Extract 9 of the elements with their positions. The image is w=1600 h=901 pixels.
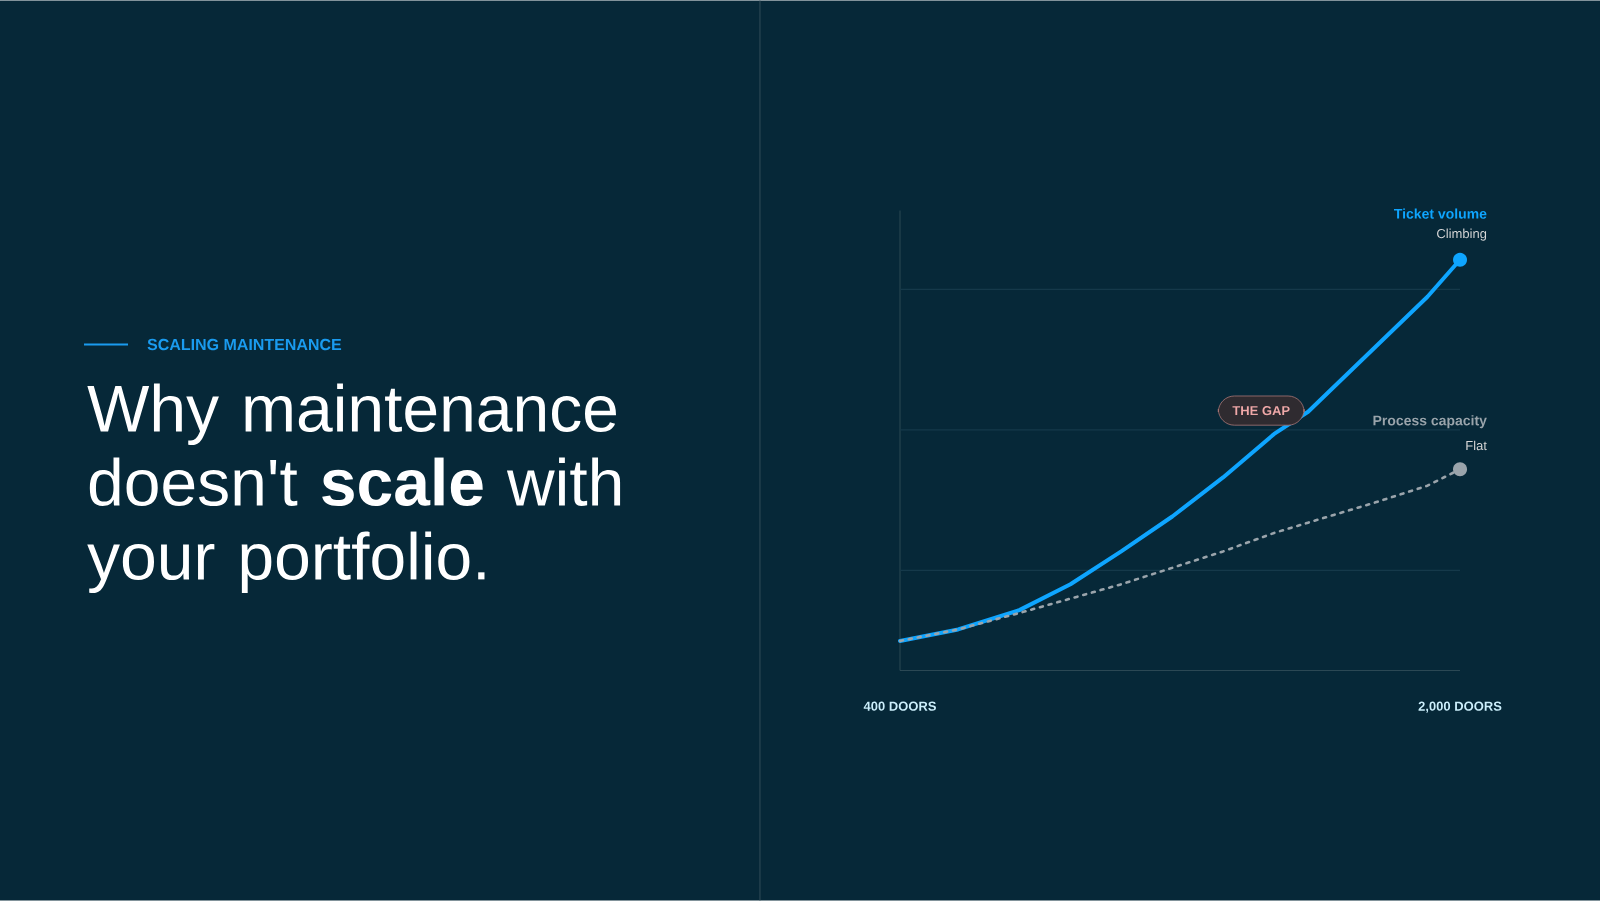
annotation: THE GAP (1232, 406, 1290, 416)
x-tick-label: 2,000 DOORS (1418, 701, 1502, 713)
text: SCALING MAINTENANCE (147, 338, 342, 351)
text: Ticket volume (1394, 208, 1487, 219)
text: Why maintenance doesn't scale with your portfolio. (87, 383, 621, 594)
annotation: Climbing (1437, 228, 1487, 241)
x-tick-label: 400 DOORS (863, 701, 936, 711)
annotation: Flat (1466, 440, 1487, 451)
text: Process capacity (1373, 415, 1487, 429)
